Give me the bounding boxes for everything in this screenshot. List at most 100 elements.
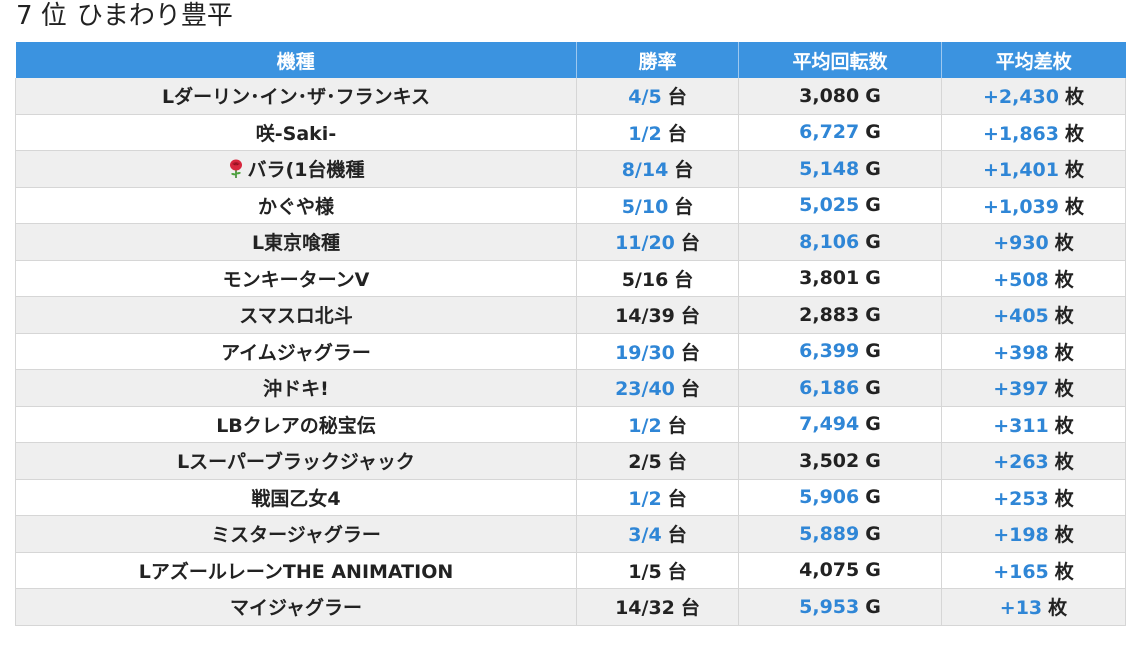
win-rate-cell: 4/5 台 [576,78,739,115]
win-rate-cell: 1/5 台 [576,552,739,589]
avg-diff-cell: +930 枚 [941,223,1126,261]
rank-label: 7 位 [16,1,67,31]
win-rate-value: 23/40 [615,378,675,401]
avg-diff-cell: +311 枚 [941,406,1126,443]
avg-diff-unit: 枚 [1054,232,1074,255]
avg-diff-cell: +253 枚 [941,479,1126,516]
avg-diff-unit: 枚 [1065,159,1085,182]
win-rate-unit: 台 [680,232,700,255]
machine-cell: Lダーリン･イン･ザ･フランキス [15,78,577,115]
machine-name: アイムジャグラー [221,341,371,364]
win-rate-unit: 台 [667,560,687,583]
column-header-win-rate: 勝率 [576,42,739,78]
avg-diff-value: +13 [999,597,1043,620]
win-rate-cell: 5/16 台 [576,260,739,297]
win-rate-unit: 台 [680,378,700,401]
avg-spins-cell: 3,801 G [738,260,942,297]
avg-spins-unit: G [865,559,881,582]
avg-diff-cell: +1,039 枚 [941,187,1126,224]
avg-diff-unit: 枚 [1065,86,1085,109]
avg-spins-unit: G [865,595,881,618]
avg-diff-value: +311 [993,414,1049,437]
win-rate-value: 5/16 [621,268,669,291]
machine-cell: LアズールレーンTHE ANIMATION [15,552,577,589]
win-rate-value: 14/32 [615,597,675,620]
win-rate-unit: 台 [680,597,700,620]
table-header-row: 機種 勝率 平均回転数 平均差枚 [15,42,1126,78]
win-rate-value: 1/5 [628,560,662,583]
avg-spins-unit: G [865,230,881,253]
table-row: アイムジャグラー 19/30 台 6,399 G +398 枚 [15,333,1126,370]
machine-name: L東京喰種 [251,232,341,255]
win-rate-cell: 23/40 台 [576,369,739,407]
table-row: 沖ドキ! 23/40 台 6,186 G +397 枚 [15,369,1126,407]
avg-spins-value: 5,148 [799,157,860,180]
machine-cell: バラ(1台機種 [15,150,577,188]
machine-ranking-table: 機種 勝率 平均回転数 平均差枚 Lダーリン･イン･ザ･フランキス 4/5 台 3,0… [15,42,1126,626]
avg-spins-unit: G [865,376,881,399]
win-rate-value: 5/10 [621,195,669,218]
table-row: スマスロ北斗 14/39 台 2,883 G +405 枚 [15,296,1126,334]
machine-name: バラ(1台機種 [247,159,365,182]
avg-diff-value: +2,430 [982,86,1059,109]
avg-diff-cell: +13 枚 [941,588,1126,626]
avg-spins-value: 3,502 [799,449,860,472]
avg-diff-cell: +2,430 枚 [941,78,1126,115]
avg-spins-cell: 4,075 G [738,552,942,589]
win-rate-value: 19/30 [615,341,675,364]
avg-diff-value: +253 [993,487,1049,510]
avg-diff-unit: 枚 [1065,122,1085,145]
avg-diff-cell: +405 枚 [941,296,1126,334]
avg-diff-unit: 枚 [1054,414,1074,437]
machine-cell: マイジャグラー [15,588,577,626]
avg-spins-cell: 5,025 G [738,187,942,224]
avg-spins-value: 3,801 [799,267,860,290]
win-rate-unit: 台 [680,341,700,364]
column-header-avg-spins: 平均回転数 [738,42,942,78]
machine-name: LBクレアの秘宝伝 [216,414,376,437]
machine-cell: LBクレアの秘宝伝 [15,406,577,443]
machine-cell: スマスロ北斗 [15,296,577,334]
win-rate-unit: 台 [674,159,694,182]
avg-spins-cell: 5,906 G [738,479,942,516]
column-header-machine: 機種 [15,42,577,78]
avg-diff-value: +1,039 [982,195,1059,218]
avg-diff-value: +198 [993,524,1049,547]
machine-cell: ミスタージャグラー [15,515,577,553]
avg-diff-value: +1,863 [982,122,1059,145]
avg-diff-value: +1,401 [982,159,1059,182]
win-rate-value: 1/2 [628,122,662,145]
win-rate-value: 14/39 [615,305,675,328]
table-row: Lダーリン･イン･ザ･フランキス 4/5 台 3,080 G +2,430 枚 [15,78,1126,115]
win-rate-unit: 台 [667,524,687,547]
avg-spins-value: 5,889 [799,522,860,545]
avg-spins-unit: G [865,340,881,363]
machine-cell: 咲-Saki- [15,114,577,151]
avg-diff-unit: 枚 [1054,487,1074,510]
win-rate-unit: 台 [674,268,694,291]
win-rate-value: 4/5 [628,86,662,109]
machine-cell: かぐや様 [15,187,577,224]
machine-name: 戦国乙女4 [251,487,341,510]
machine-cell: アイムジャグラー [15,333,577,370]
machine-name: スマスロ北斗 [239,305,353,328]
win-rate-cell: 1/2 台 [576,479,739,516]
avg-spins-value: 2,883 [799,303,860,326]
machine-name: 沖ドキ! [263,378,329,401]
avg-diff-unit: 枚 [1054,378,1074,401]
avg-diff-cell: +165 枚 [941,552,1126,589]
avg-spins-unit: G [865,84,881,107]
avg-diff-value: +263 [993,451,1049,474]
machine-name: マイジャグラー [229,597,363,620]
win-rate-unit: 台 [667,122,687,145]
win-rate-cell: 1/2 台 [576,114,739,151]
table-row: 戦国乙女4 1/2 台 5,906 G +253 枚 [15,479,1126,516]
win-rate-unit: 台 [667,86,687,109]
avg-diff-cell: +1,401 枚 [941,150,1126,188]
win-rate-value: 3/4 [628,524,662,547]
avg-spins-value: 6,186 [799,376,860,399]
win-rate-value: 11/20 [615,232,675,255]
page-title: 7 位ひまわり豊平 [16,0,233,36]
machine-name: Lダーリン･イン･ザ･フランキス [161,86,431,109]
